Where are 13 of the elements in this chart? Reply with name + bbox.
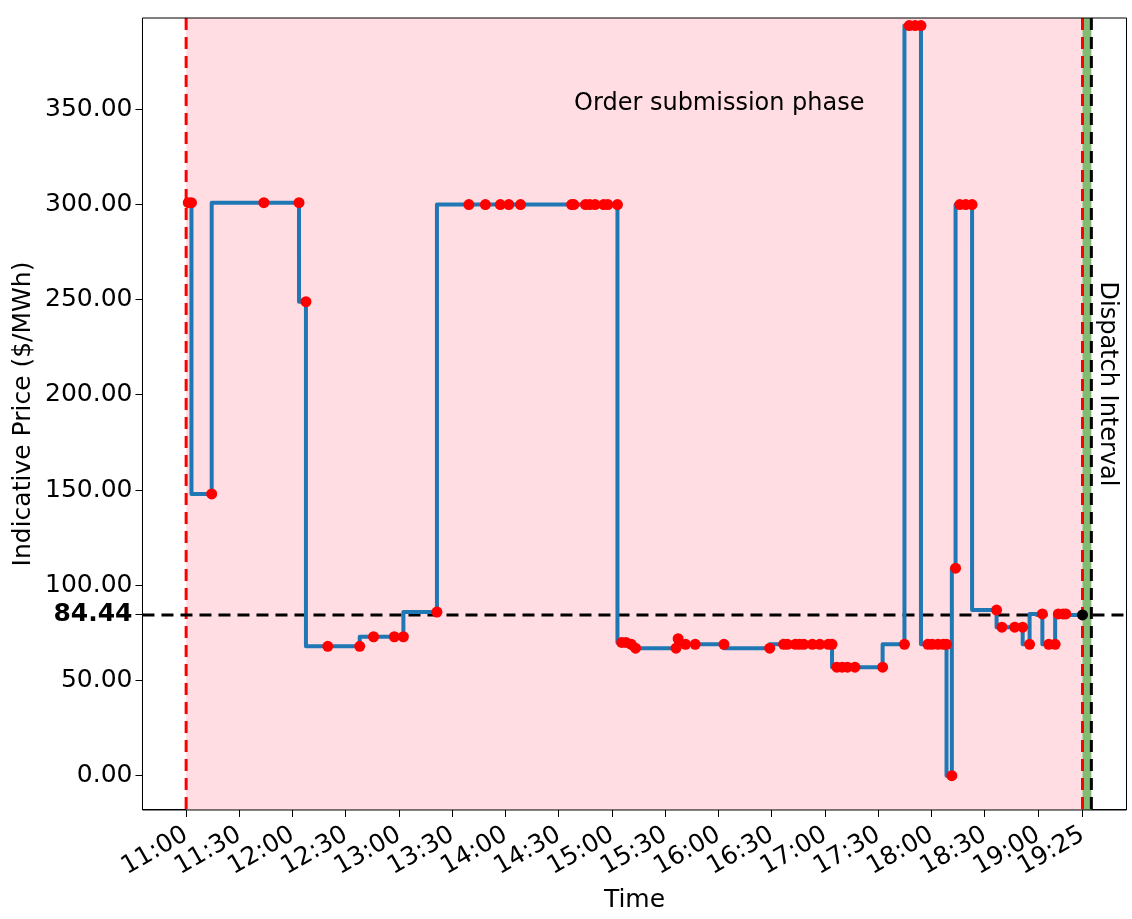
y-tick-label: 250.00 bbox=[44, 283, 133, 313]
x-axis-title: Time bbox=[602, 883, 666, 913]
y-tick-label: 0.00 bbox=[76, 759, 133, 789]
y-tick-label: 50.00 bbox=[60, 664, 133, 694]
y-tick-label: 300.00 bbox=[44, 188, 133, 218]
y-axis-title: Indicative Price ($/MWh) bbox=[6, 261, 36, 567]
y-tick-label: 350.00 bbox=[44, 92, 133, 122]
y-tick-label: 100.00 bbox=[44, 568, 133, 598]
band-label: Dispatch Interval bbox=[1095, 281, 1124, 487]
y-tick-label: 200.00 bbox=[44, 378, 133, 408]
y-tick-label: 84.44 bbox=[53, 598, 133, 628]
band-label: Order submission phase bbox=[574, 88, 865, 117]
y-tick-label: 150.00 bbox=[44, 473, 133, 503]
